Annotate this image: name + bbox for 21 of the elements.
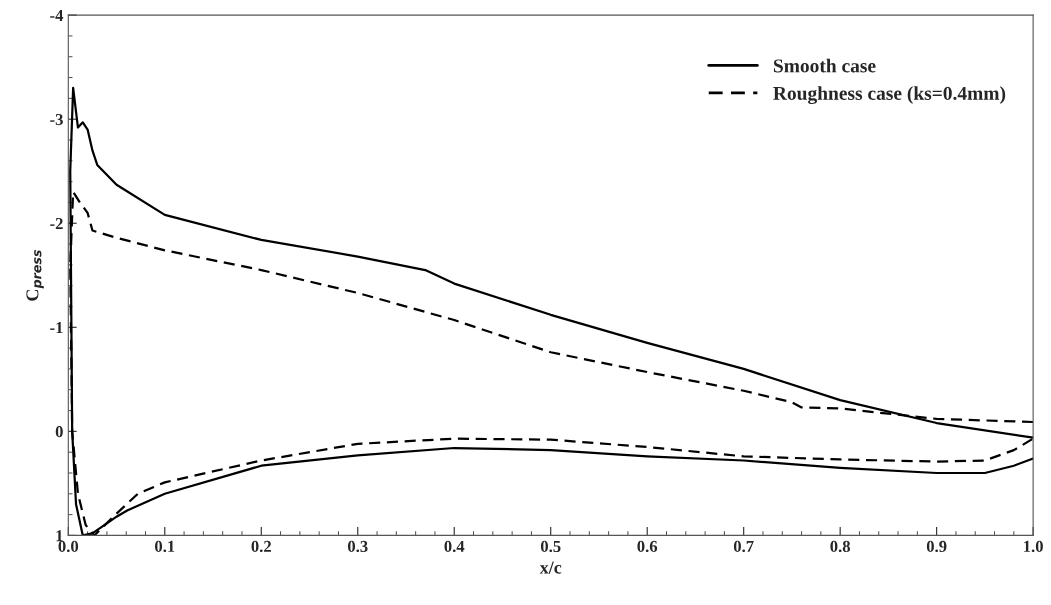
x-tick-label: 0.0 xyxy=(58,540,79,553)
y-axis-title: C$_{press}$ xyxy=(26,249,44,301)
x-tick-label: 0.3 xyxy=(347,540,368,553)
y-tick-label: -3 xyxy=(50,113,63,126)
x-tick-label: 0.5 xyxy=(540,540,561,553)
x-tick-label: 1.0 xyxy=(1024,540,1043,553)
x-axis-title: x/c xyxy=(539,561,562,574)
x-tick-label: 0.4 xyxy=(444,540,465,553)
y-tick-label: -4 xyxy=(50,9,64,21)
x-tick-label: 0.7 xyxy=(733,540,754,553)
y-tick-label: 1 xyxy=(56,530,63,542)
y-tick-label: -2 xyxy=(50,217,63,230)
x-tick-label: 0.1 xyxy=(155,540,175,553)
x-tick-label: 0.6 xyxy=(637,540,658,553)
x-tick-label: 0.9 xyxy=(926,540,947,553)
x-tick-label: 0.2 xyxy=(251,540,271,553)
y-tick-label: 0 xyxy=(55,426,63,438)
legend-label: Smooth case xyxy=(773,58,876,73)
legend-label: Roughness case (ks=0.4mm) xyxy=(773,86,1006,105)
y-tick-label: -1 xyxy=(50,322,63,334)
x-tick-label: 0.8 xyxy=(830,540,851,553)
